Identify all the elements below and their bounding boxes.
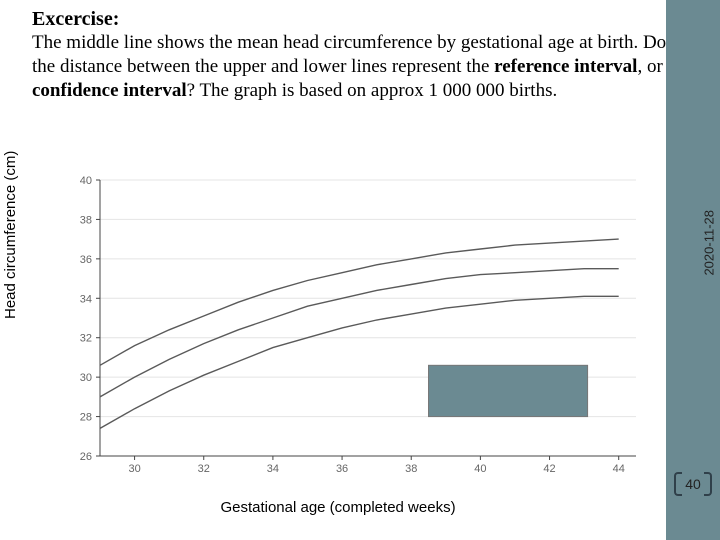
svg-text:32: 32: [198, 463, 210, 475]
x-axis-label: Gestational age (completed weeks): [220, 499, 455, 516]
svg-text:34: 34: [80, 293, 92, 305]
exercise-body: The middle line shows the mean head circ…: [32, 31, 702, 102]
svg-text:36: 36: [80, 254, 92, 266]
svg-text:44: 44: [613, 463, 625, 475]
svg-text:40: 40: [80, 175, 92, 187]
svg-text:36: 36: [336, 463, 348, 475]
y-axis-label: Head circumference (cm): [2, 151, 19, 319]
body-post: ? The graph is based on approx 1 000 000…: [187, 80, 558, 101]
upper-line: [100, 239, 619, 365]
svg-text:32: 32: [80, 333, 92, 345]
svg-text:40: 40: [474, 463, 486, 475]
slide: Excercise: The middle line shows the mea…: [0, 0, 720, 540]
svg-text:42: 42: [543, 463, 555, 475]
body-bold1: reference interval: [494, 56, 637, 77]
svg-text:38: 38: [405, 463, 417, 475]
body-bold2: confidence interval: [32, 80, 187, 101]
line-chart: 30 32 34 36 38 40 42 44 26 28 30 32 34 36 38 40: [66, 172, 644, 482]
exercise-title: Excercise:: [32, 8, 702, 31]
svg-text:28: 28: [80, 412, 92, 424]
slide-date: 2020-11-28: [702, 210, 717, 276]
page-number: 40: [685, 476, 701, 492]
y-tick-labels: 26 28 30 32 34 36 38 40: [80, 175, 100, 463]
page-number-badge: 40: [674, 472, 712, 496]
chart-container: Head circumference (cm) Gestational age …: [28, 172, 648, 502]
exercise-header: Excercise: The middle line shows the mea…: [0, 0, 720, 110]
svg-text:26: 26: [80, 451, 92, 463]
x-tick-labels: 30 32 34 36 38 40 42 44: [128, 456, 624, 475]
svg-text:34: 34: [267, 463, 279, 475]
svg-text:38: 38: [80, 214, 92, 226]
legend-box: [429, 365, 588, 416]
svg-text:30: 30: [80, 372, 92, 384]
svg-text:30: 30: [128, 463, 140, 475]
